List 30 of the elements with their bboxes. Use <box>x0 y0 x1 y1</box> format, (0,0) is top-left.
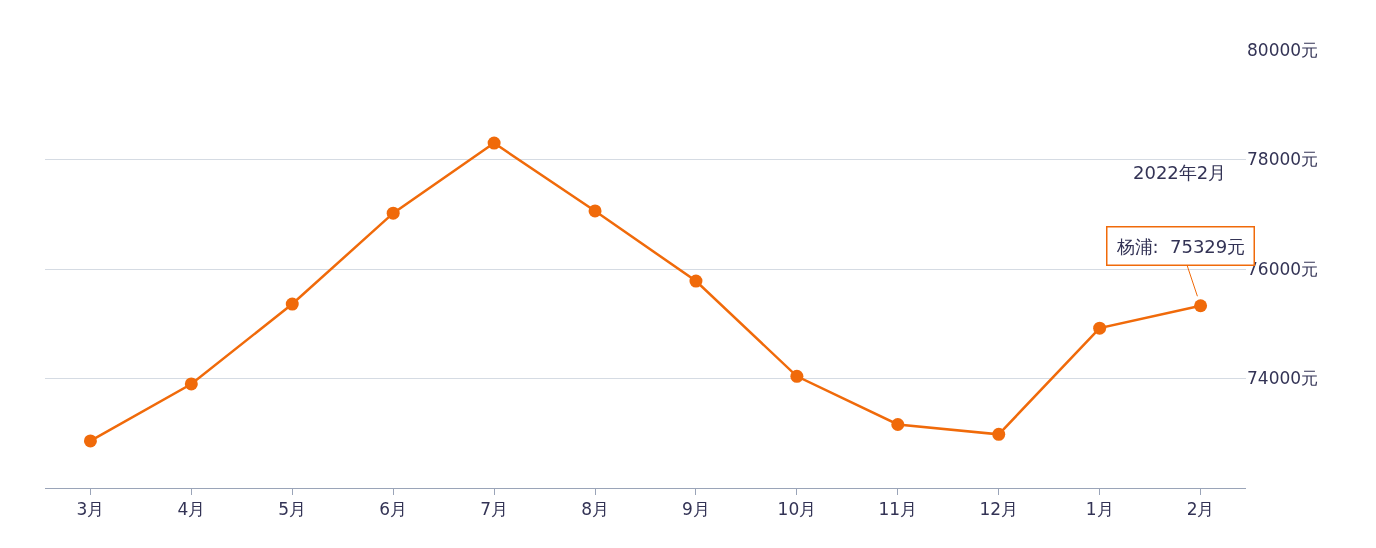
point <box>891 417 905 431</box>
x-tick-label: 9月 <box>682 499 710 520</box>
x-tick-label: 11月 <box>878 499 918 520</box>
y-tick-label: 80000元 <box>1247 39 1319 60</box>
point <box>689 274 703 288</box>
point <box>83 434 97 448</box>
x-tick-label: 5月 <box>278 499 307 520</box>
x-tick-label: 1月 <box>1085 499 1114 520</box>
annotation: 杨浦: 75329元 <box>1115 235 1246 257</box>
y-tick-label: 78000元 <box>1247 149 1319 170</box>
x-tick-label: 7月 <box>480 499 509 520</box>
x-tick-label: 2月 <box>1186 499 1215 520</box>
point <box>285 297 299 311</box>
point <box>386 206 400 220</box>
point <box>1093 321 1107 335</box>
x-tick-label: 3月 <box>76 499 105 520</box>
point <box>487 136 501 150</box>
point <box>588 204 602 218</box>
x-tick-label: 6月 <box>379 499 408 520</box>
x-tick-label: 8月 <box>581 499 609 520</box>
x-tick-label: 4月 <box>177 499 206 520</box>
y-tick-label: 74000元 <box>1247 368 1319 389</box>
x-tick-label: 10月 <box>777 499 817 520</box>
point <box>992 427 1006 441</box>
y-tick-label: 76000元 <box>1247 258 1319 279</box>
point <box>790 369 804 383</box>
point <box>184 377 198 391</box>
x-tick-label: 12月 <box>979 499 1019 520</box>
point <box>1194 299 1208 313</box>
annotation: 2022年2月 <box>1133 162 1227 183</box>
